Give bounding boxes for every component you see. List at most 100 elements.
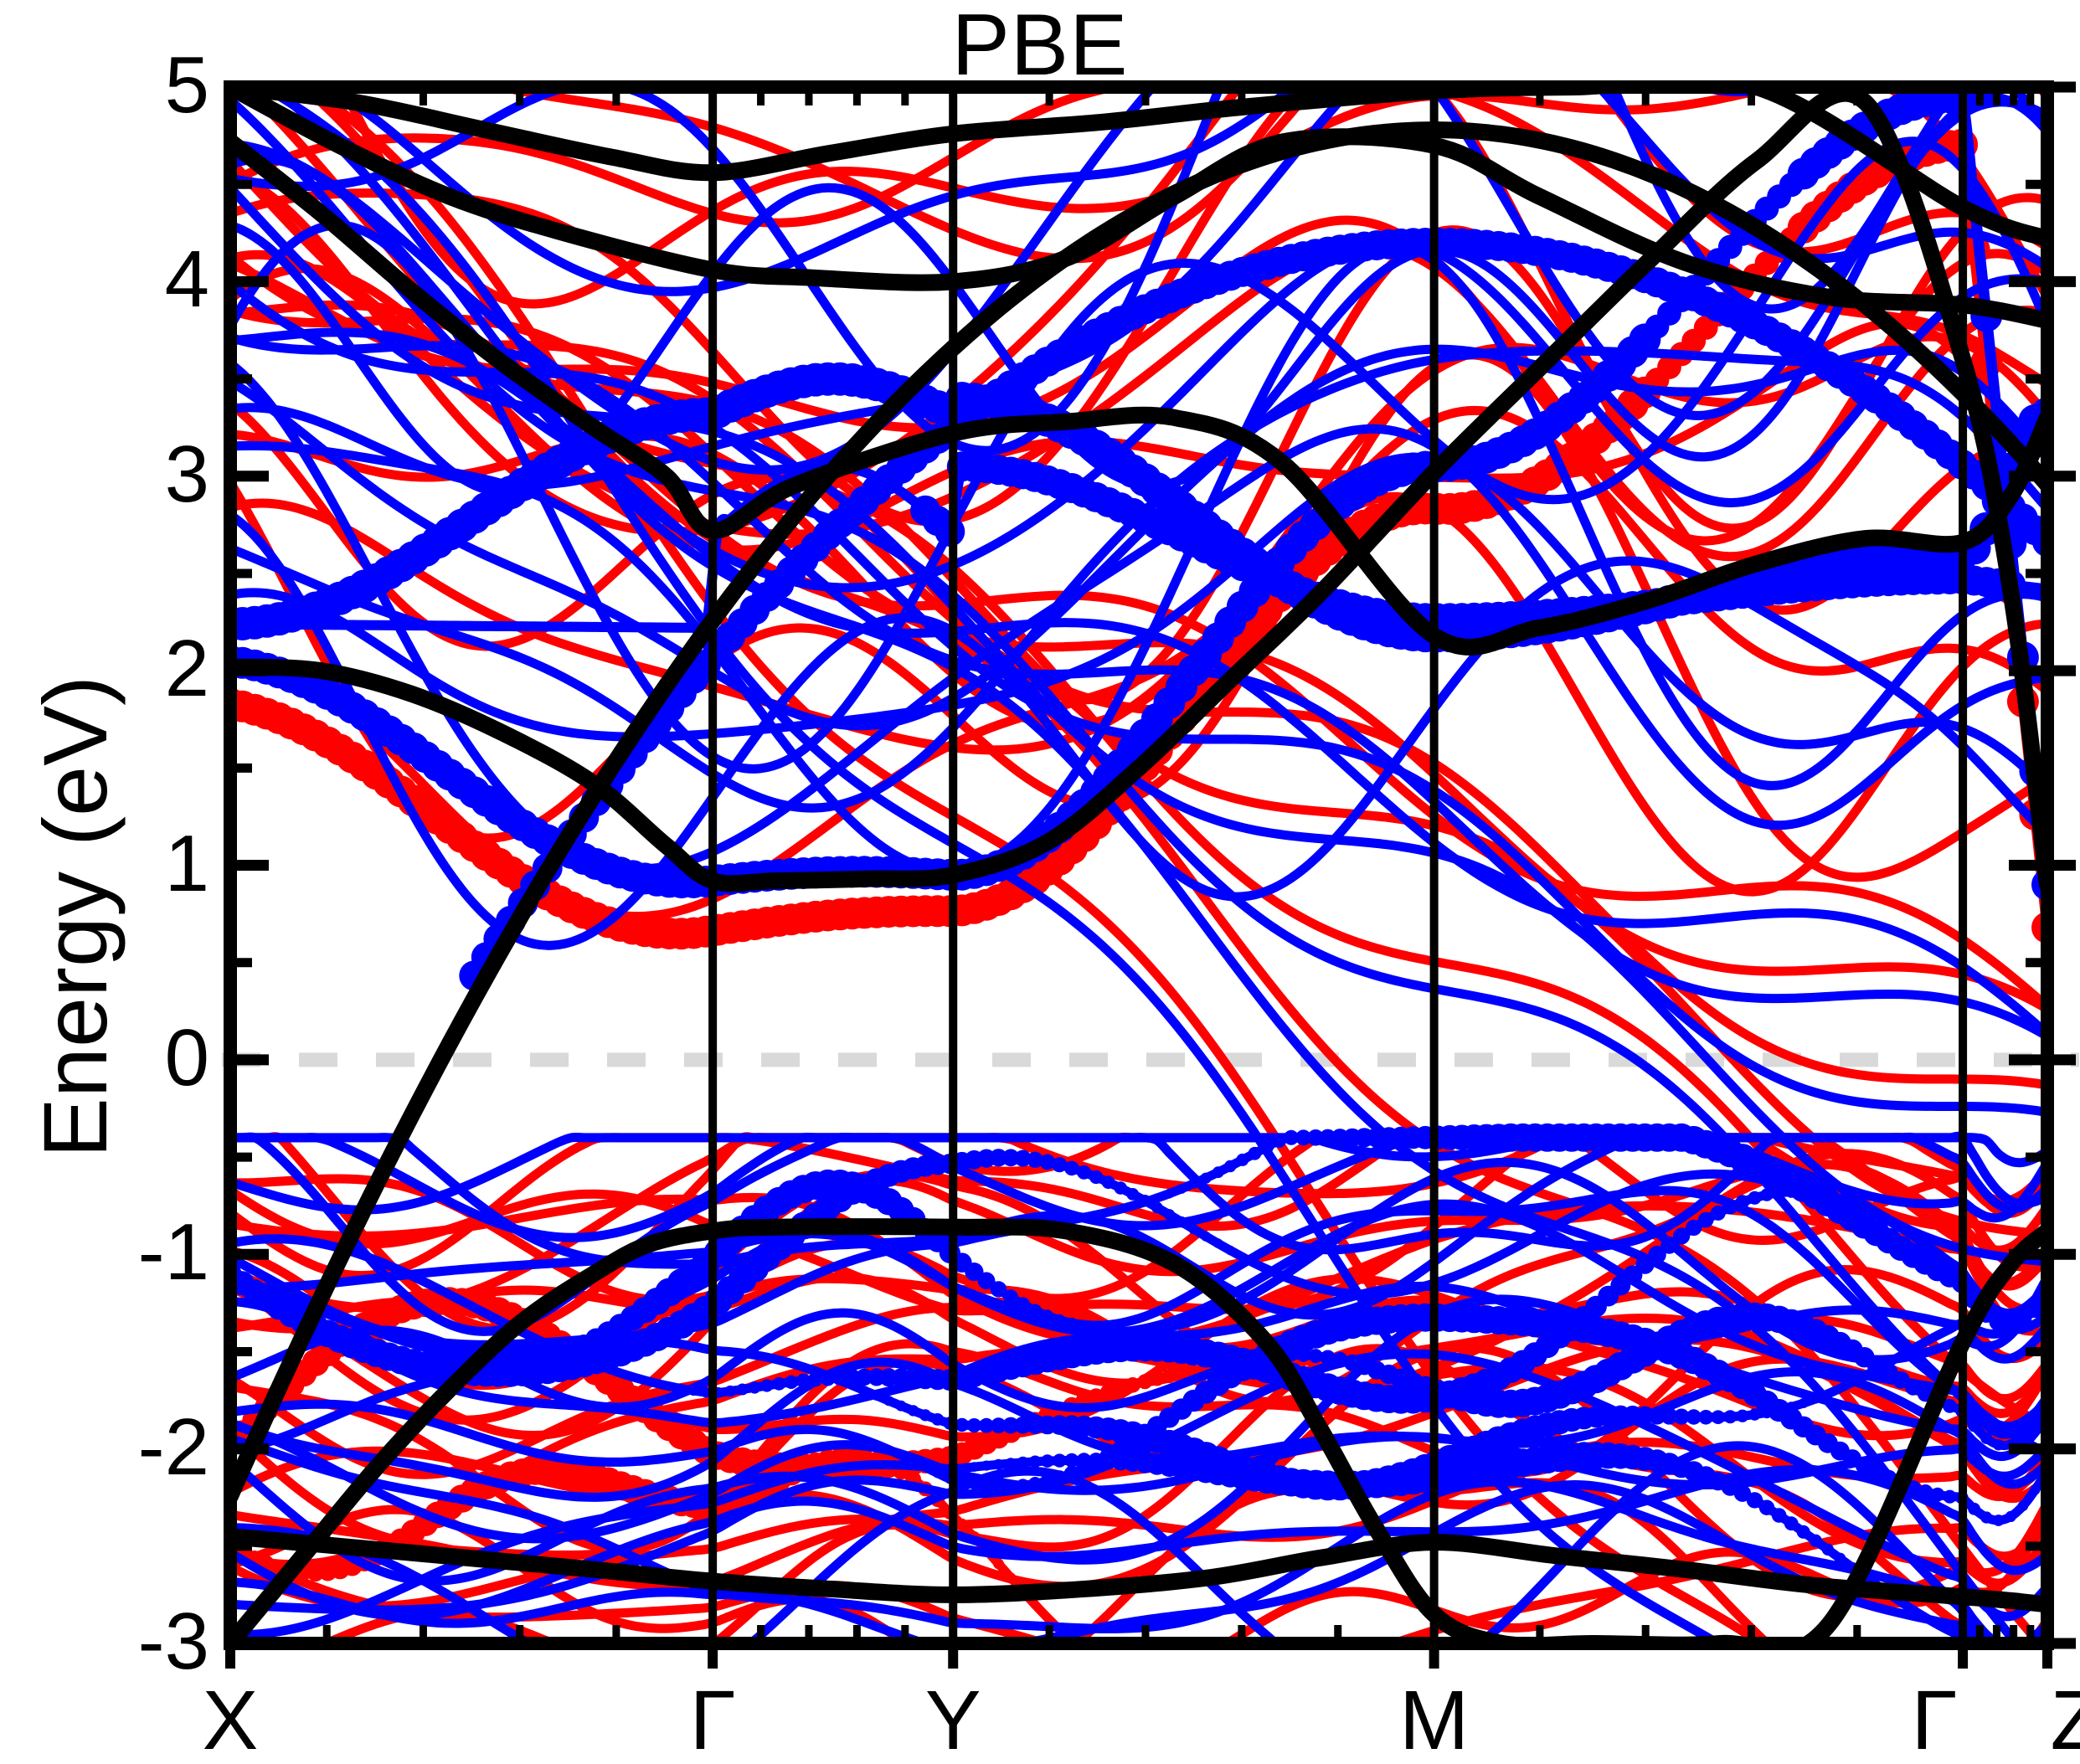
band-curve-blue-valence-marker <box>1308 1349 1323 1364</box>
band-curve-blue-valence-marker <box>1299 1279 1308 1288</box>
band-curve-blue-valence-marker <box>1673 1227 1691 1245</box>
band-curve-black-b-vb-deep <box>230 1528 2047 1613</box>
x-tick-label-y: Y <box>924 1674 981 1764</box>
band-curve-blue-valence-marker <box>1041 1454 1054 1468</box>
band-curve-blue-valence-marker <box>736 1383 749 1396</box>
band-curve-blue-valence-marker <box>1064 1453 1079 1468</box>
band-curve-red-valence-marker <box>1161 1369 1176 1384</box>
band-curve-blue-valence-marker <box>1686 1409 1702 1425</box>
x-tick-label-gamma: Γ <box>1911 1674 1958 1764</box>
band-curve-blue-valence-marker <box>1735 1195 1750 1209</box>
band-curve-blue-valence-marker <box>977 1272 996 1290</box>
band-curve-black-b-cb4 <box>230 87 2047 248</box>
band-curve-blue-valence-marker <box>1189 1375 1198 1384</box>
band-curve-blue-x-steep <box>230 278 2047 1118</box>
y-tick-label: 0 <box>164 1012 209 1103</box>
band-curve-blue-valence-marker <box>1834 1552 1846 1565</box>
band-curve-blue-valence-marker <box>1284 1129 1299 1145</box>
band-curve-blue-valence-marker <box>1016 1297 1030 1312</box>
band-curve-red-valence-marker <box>955 1518 969 1531</box>
band-curve-blue-valence-marker <box>921 1463 929 1471</box>
y-tick-label: 3 <box>164 429 209 519</box>
band-curve-blue-valence-marker <box>2005 1510 2016 1522</box>
band-curve-blue-valence-marker <box>1860 1371 1869 1381</box>
band-curve-blue-valence-marker <box>859 1386 869 1396</box>
band-curve-blue-valence-marker <box>1660 1236 1678 1254</box>
band-curve-blue-valence-marker <box>1003 1289 1019 1305</box>
band-curve-red-valence-marker <box>1112 1381 1129 1397</box>
band-curve-blue-valence-marker <box>1733 1484 1752 1502</box>
band-curve-blue-valence-marker <box>1163 1209 1176 1221</box>
band-curve-blue-valence-marker <box>1710 1205 1726 1221</box>
band-curve-blue-valence-marker <box>641 1376 650 1386</box>
band-curve-blue-valence-marker <box>1089 1170 1104 1185</box>
band-curve-blue-valence-marker <box>991 1417 1007 1434</box>
page-title: PBE <box>951 0 1129 94</box>
band-curve-blue-valence <box>230 1131 2047 1320</box>
band-curve-blue-valence-marker <box>1104 1320 1113 1329</box>
band-curve-blue-valence-marker <box>811 1367 820 1376</box>
band-curve-blue-valence-marker <box>1041 1309 1054 1322</box>
band-curve-red-conduction <box>230 240 2047 562</box>
band-curve-blue-valence-marker <box>1028 1455 1042 1468</box>
band-curve-blue-valence-marker <box>1116 1319 1125 1328</box>
band-curve-blue-valence-marker <box>957 1463 967 1473</box>
band-curve-blue-valence-marker <box>1271 1133 1287 1148</box>
high-symmetry-gridlines <box>708 87 1968 1643</box>
band-curve-blue-valence-marker <box>1002 1417 1019 1434</box>
band-curve-blue-valence-marker <box>1164 1188 1175 1199</box>
band-curve-blue-valence-marker <box>1088 1453 1104 1469</box>
band-curve-blue-valence-marker <box>1114 1181 1127 1195</box>
x-tick-label-z: Z <box>2050 1674 2080 1764</box>
band-curve-blue-valence-marker <box>993 1458 1004 1470</box>
band-curve-red-valence-marker <box>1043 1612 1053 1623</box>
band-curve-blue-valence-marker <box>604 1365 613 1373</box>
band-curve-blue-valence-marker <box>1128 1201 1137 1211</box>
band-curve-blue-valence <box>230 1464 2047 1621</box>
band-curve-blue-conduction <box>230 87 2047 475</box>
band-curve-blue-valence-marker <box>1736 1409 1749 1422</box>
band-curve-blue-valence-marker <box>872 1391 882 1401</box>
band-curve-blue-valence <box>230 1480 2047 1643</box>
band-curve-blue-valence-marker <box>989 1149 1008 1167</box>
band-curve-red-valence-marker <box>1006 1572 1017 1583</box>
band-curve-blue-valence-marker <box>1188 1178 1199 1190</box>
band-curve-blue-valence-marker <box>1930 1487 1945 1502</box>
band-curve-blue-valence-marker <box>1968 1502 1981 1515</box>
band-curve-blue-conduction <box>315 87 2047 296</box>
band-curve-blue-valence-marker <box>1225 1245 1235 1256</box>
y-tick-label: -1 <box>137 1207 209 1298</box>
band-curve-blue-valence-marker <box>1798 1398 1809 1408</box>
band-curve-red-valence-marker <box>1125 1377 1140 1393</box>
band-curve-blue-valence-marker <box>1835 1384 1845 1393</box>
band-curve-blue-valence-marker <box>1236 1153 1249 1166</box>
y-tick-label: -2 <box>137 1401 209 1492</box>
band-curve-red-conduction <box>230 87 2047 533</box>
band-curve-blue-valence-marker <box>1104 1208 1113 1216</box>
y-tick-label: 2 <box>164 624 209 714</box>
band-curve-blue-conduction <box>230 358 2047 874</box>
band-curve-blue-valence-marker <box>1748 1408 1761 1421</box>
y-tick-label: 5 <box>164 40 209 130</box>
band-curve-blue-valence-marker <box>1101 1175 1115 1190</box>
band-curve-blue-valence-marker <box>1151 1201 1163 1214</box>
band-curve-blue-valence-marker <box>1188 1223 1199 1235</box>
band-curve-blue-valence-marker <box>1943 1399 1957 1413</box>
band-curve-blue-valence-marker <box>2030 1484 2041 1495</box>
band-curve-blue-valence-marker <box>1139 1195 1151 1207</box>
band-curve-blue-valence-marker <box>836 1376 845 1385</box>
band-curve-blue-conduction <box>230 452 2047 795</box>
band-curve-blue-valence-marker <box>628 1372 637 1381</box>
band-curve-red-valence-marker <box>1150 1371 1165 1386</box>
band-curve-blue-valence-marker <box>955 1417 970 1432</box>
band-curve-blue-valence-marker <box>1077 1165 1091 1180</box>
band-curve-blue-valence-marker <box>1212 1238 1223 1248</box>
band-curve-blue-valence-marker <box>895 1400 907 1412</box>
band-curve-blue-valence-marker <box>1904 1378 1922 1396</box>
band-curve-blue-valence-marker <box>990 1281 1007 1298</box>
black-bands-group <box>230 87 2047 1643</box>
band-curve-blue-conduction <box>230 344 2047 731</box>
band-curve-blue-valence-marker <box>2017 1500 2029 1512</box>
band-curve-blue-conduction <box>230 346 2047 813</box>
